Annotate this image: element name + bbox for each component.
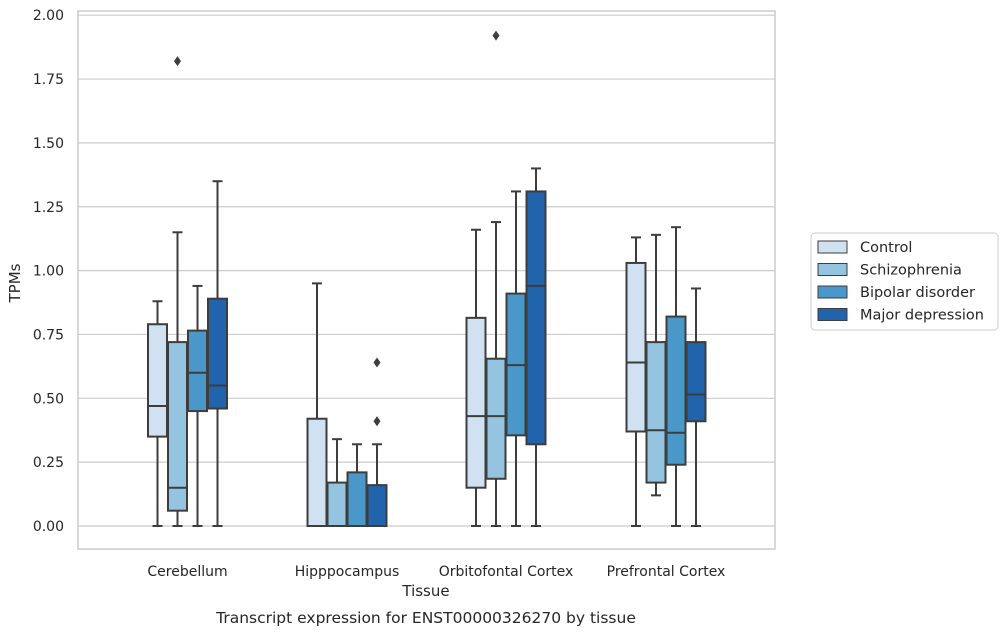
y-tick-label: 0.50 [33, 391, 64, 407]
y-tick-label: 1.75 [33, 72, 64, 88]
x-tick-label: Cerebellum [147, 564, 227, 580]
outlier-point [373, 357, 381, 368]
box-iqr [326, 481, 348, 527]
box-iqr [207, 297, 228, 410]
boxes [147, 30, 707, 527]
box-1-0 [306, 282, 328, 527]
x-tick-label: Orbitofontal Cortex [439, 564, 574, 580]
legend-label: Schizophrenia [860, 263, 962, 279]
legend: Control Schizophrenia Bipolar disorder Majo… [810, 232, 999, 331]
y-tick-label: 1.25 [33, 200, 64, 216]
x-tick-labels: Cerebellum Hipppocampus Orbitofontal Corte… [147, 564, 725, 580]
legend-swatch [817, 285, 848, 299]
legend-swatch [817, 308, 848, 321]
legend-frame [810, 232, 999, 331]
y-tick-label: 0.25 [33, 455, 64, 471]
chart-caption: Transcript expression for ENST0000032627… [215, 609, 636, 627]
box-0-3 [207, 180, 228, 527]
y-tick-label: 0.75 [33, 327, 64, 343]
box-3-2 [665, 226, 687, 527]
legend-label: Major depression [860, 308, 984, 324]
box-iqr [665, 315, 687, 466]
box-0-2 [187, 284, 208, 527]
y-tick-label: 2.00 [33, 8, 64, 24]
box-iqr [525, 190, 547, 446]
box-2-3 [525, 167, 547, 527]
y-tick-labels: 0.00 0.25 0.50 0.75 1.00 1.25 1.50 1.75 2.00 [33, 8, 64, 535]
outlier-point [373, 416, 381, 427]
y-tick-label: 0.00 [33, 519, 64, 535]
outlier-point [174, 56, 181, 67]
box-iqr [346, 471, 368, 527]
x-tick-label: Prefrontal Cortex [607, 564, 726, 580]
box-iqr [147, 323, 168, 438]
box-1-1 [326, 438, 348, 527]
box-iqr [306, 417, 328, 527]
plot-frame [77, 10, 776, 550]
box-0-0 [147, 300, 168, 527]
legend-swatch [817, 240, 848, 254]
box-2-2 [505, 190, 527, 527]
box-iqr [187, 329, 208, 413]
legend-label: Bipolar disorder [860, 285, 975, 301]
box-iqr [685, 341, 707, 423]
box-2-1 [485, 30, 507, 527]
legend-label: Control [860, 240, 912, 256]
box-3-0 [625, 236, 647, 527]
box-0-1 [167, 56, 188, 527]
box-iqr [485, 357, 507, 480]
box-1-3 [366, 357, 388, 527]
box-iqr [625, 261, 647, 433]
box-iqr [167, 341, 188, 512]
box-iqr [645, 341, 667, 484]
y-tick-label: 1.50 [33, 136, 64, 152]
box-3-3 [685, 287, 707, 527]
outlier-point [492, 30, 500, 41]
box-1-2 [346, 443, 368, 527]
y-axis-label: TPMs [6, 263, 24, 303]
x-tick-label: Hipppocampus [295, 564, 400, 580]
legend-swatch [817, 263, 848, 276]
x-axis-label: Tissue [401, 582, 449, 600]
box-3-1 [645, 233, 667, 497]
box-2-0 [465, 228, 487, 527]
box-iqr [366, 484, 388, 527]
y-tick-label: 1.00 [33, 264, 64, 280]
box-iqr [465, 316, 487, 489]
